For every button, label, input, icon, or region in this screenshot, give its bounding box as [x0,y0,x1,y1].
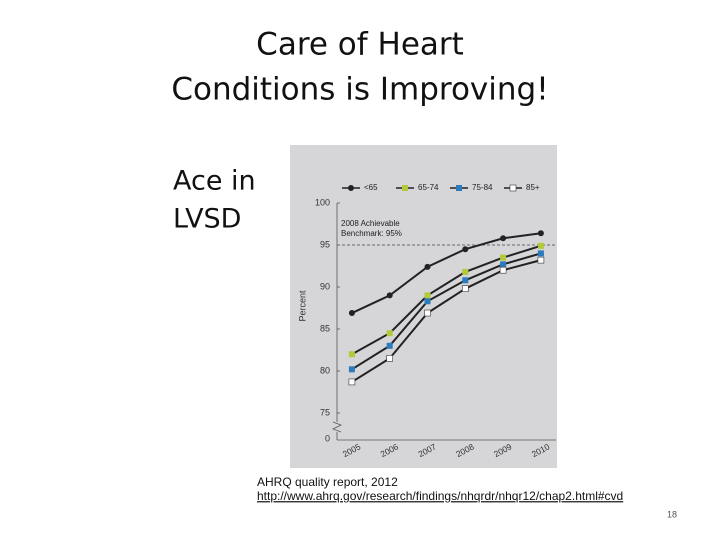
series-line [351,244,542,356]
side-text: LVSD [173,204,241,235]
y-tick-label: 95 [320,239,330,249]
marker [348,310,355,317]
marker [402,185,408,191]
marker [461,285,469,292]
marker [500,254,507,261]
marker [500,261,507,268]
marker [499,266,507,274]
marker [386,342,393,349]
source-text: AHRQ quality report, 2012 [257,475,398,489]
series-line [351,252,542,371]
y-axis-label: Percent [297,290,307,322]
y-tick-label: 90 [320,281,330,291]
axis-break [332,421,342,433]
benchmark-label: 2008 Achievable [341,219,400,228]
y-tick-label: 85 [320,323,330,333]
marker [424,309,431,317]
side-text: Ace in [173,166,256,197]
legend-label: <65 [364,183,378,192]
source-link[interactable]: http://www.ahrq.gov/research/findings/nh… [257,489,623,503]
y-tick-label: 80 [320,365,330,375]
legend-label: 75-84 [472,183,493,192]
marker [462,277,469,284]
page-number: 18 [667,509,677,519]
marker [456,185,462,191]
y-tick-label: 100 [315,197,330,207]
marker [537,250,544,257]
title-line: Conditions is Improving! [171,72,548,108]
series-line [351,259,542,383]
y-tick-label: 75 [320,407,330,417]
marker [348,378,356,386]
marker [424,298,431,305]
marker [462,246,469,253]
benchmark-label: Benchmark: 95% [341,229,402,238]
marker [386,330,393,337]
marker [348,366,355,373]
marker [348,351,355,358]
marker [537,256,545,264]
marker [509,184,517,192]
marker [537,242,544,249]
y-break-label: 0 [325,433,330,443]
title-line: Care of Heart [256,27,464,63]
series-line [351,232,542,314]
marker [348,185,354,191]
marker [537,230,544,237]
marker [500,235,507,242]
marker [386,292,393,299]
marker [424,292,431,299]
marker [424,263,431,270]
marker [386,355,394,362]
legend-label: 85+ [526,183,540,192]
legend-label: 65-74 [418,183,439,192]
marker [462,268,469,275]
